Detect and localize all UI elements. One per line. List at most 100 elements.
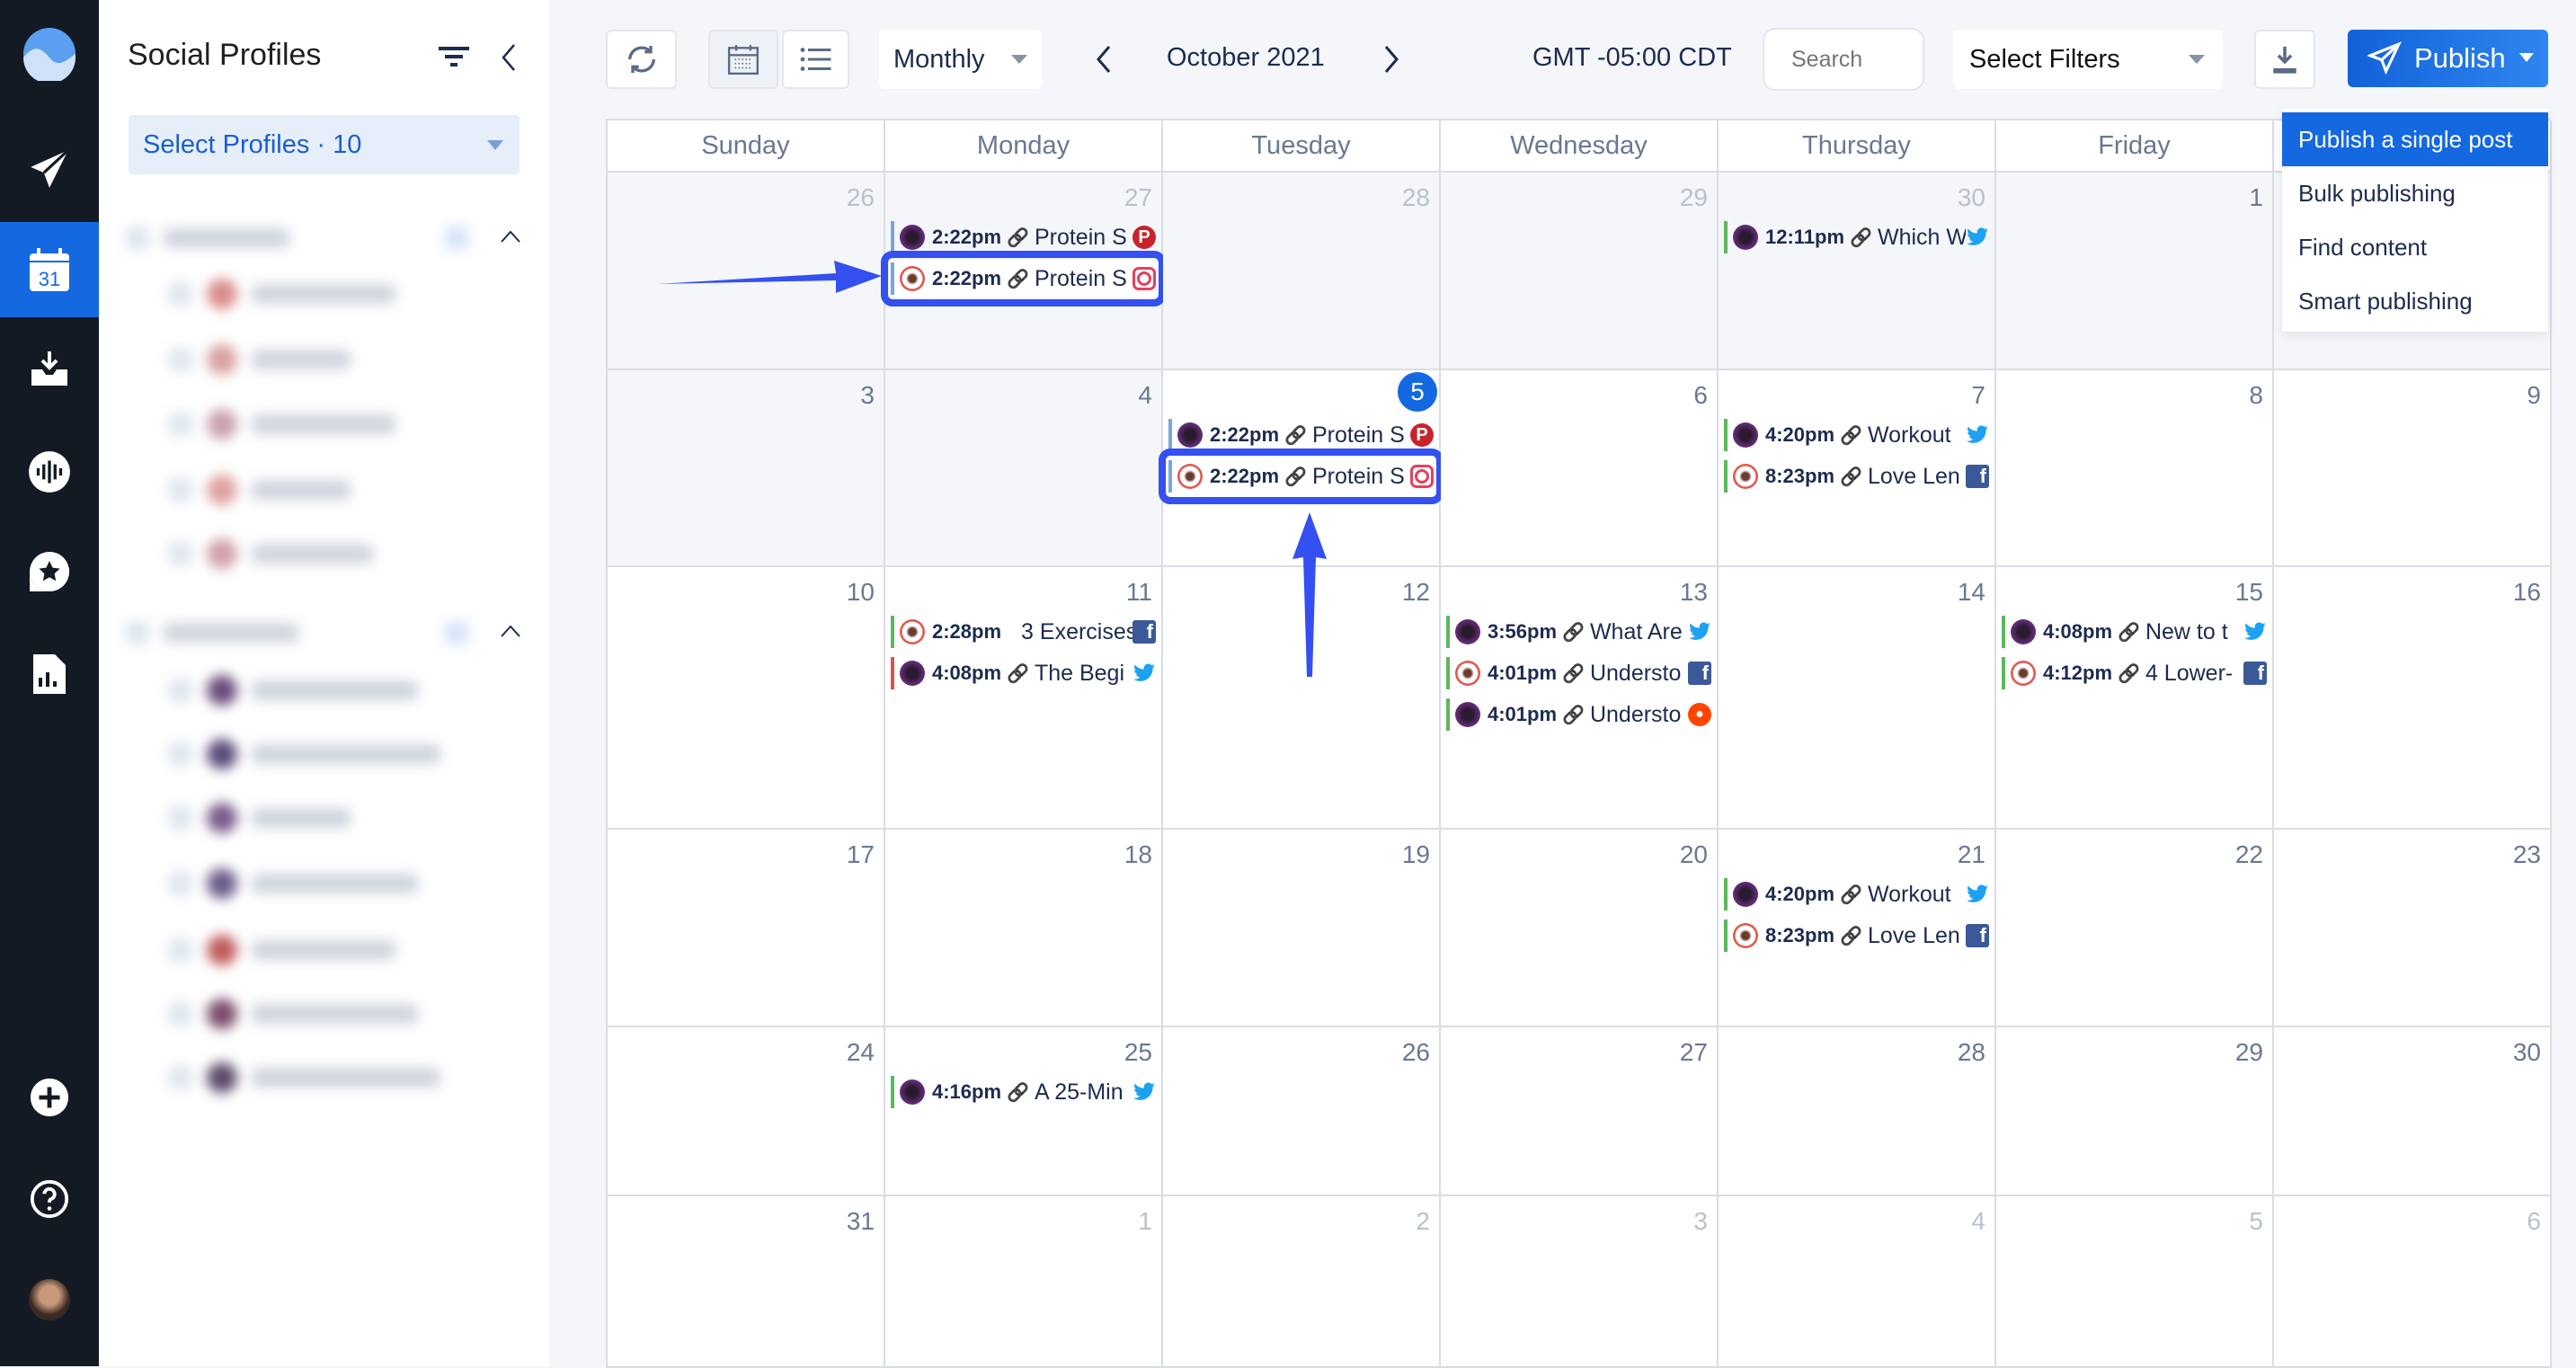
next-month-button[interactable] [1382, 45, 1400, 74]
publish-menu-item[interactable]: Smart publishing [2298, 287, 2473, 315]
nav-reports[interactable] [0, 626, 99, 722]
calendar-day-cell[interactable]: 5 2:22pm 🔗 Protein S P 2:22pm 🔗 Protein S [1159, 370, 1443, 567]
scheduled-post[interactable]: 12:11pm 🔗 Which W [1724, 219, 1989, 255]
nav-publish[interactable] [0, 121, 99, 217]
scheduled-post[interactable]: 4:08pm 🔗 The Begi [891, 655, 1156, 691]
profile-list-item[interactable] [169, 803, 351, 833]
nav-listening[interactable] [0, 424, 99, 520]
profile-list-item[interactable] [169, 475, 351, 505]
calendar-day-cell[interactable]: 31 [608, 1196, 885, 1368]
publish-button[interactable]: Publish [2348, 30, 2548, 87]
scheduled-post[interactable]: 4:12pm 🔗 4 Lower-f [2002, 655, 2267, 691]
calendar-day-cell[interactable]: 6 [2274, 1196, 2552, 1368]
calendar-day-cell[interactable]: 11 2:28pm 3 Exercises f 4:08pm 🔗 The Begi [885, 567, 1163, 830]
calendar-day-cell[interactable]: 18 [885, 830, 1163, 1027]
nav-reviews[interactable] [0, 524, 99, 619]
profile-group-header[interactable] [126, 227, 289, 250]
nav-add[interactable] [0, 1050, 99, 1145]
scheduled-post[interactable]: 4:16pm 🔗 A 25-Min [891, 1074, 1156, 1110]
scheduled-post[interactable]: 4:01pm 🔗 Understo ● [1446, 697, 1711, 733]
calendar-day-cell[interactable]: 12 [1163, 567, 1441, 830]
calendar-day-cell[interactable]: 26 [1163, 1027, 1441, 1196]
chevron-left-icon[interactable] [500, 43, 518, 72]
chevron-up-icon[interactable] [500, 229, 521, 248]
calendar-day-cell[interactable]: 8 [1996, 370, 2274, 567]
scheduled-post[interactable]: 2:28pm 3 Exercises f [891, 614, 1156, 650]
calendar-day-cell[interactable]: 4 [885, 370, 1163, 567]
scheduled-post[interactable]: 4:01pm 🔗 Understo f [1446, 655, 1711, 691]
calendar-day-cell[interactable]: 5 [1996, 1196, 2274, 1368]
calendar-day-cell[interactable]: 29 [1996, 1027, 2274, 1196]
calendar-day-cell[interactable]: 23 [2274, 830, 2552, 1027]
nav-logo[interactable] [0, 6, 99, 102]
profile-list-item[interactable] [169, 409, 395, 440]
scheduled-post[interactable]: 4:20pm 🔗 Workout [1724, 417, 1989, 453]
profile-list-item[interactable] [169, 538, 373, 569]
prev-month-button[interactable] [1095, 45, 1113, 74]
profile-list-item[interactable] [169, 868, 418, 899]
profile-list-item[interactable] [169, 1062, 440, 1093]
view-mode-dropdown[interactable]: Monthly [879, 30, 1042, 89]
scheduled-post[interactable]: 8:23pm 🔗 Love Len f [1724, 458, 1989, 494]
calendar-day-cell[interactable]: 26 [608, 173, 885, 370]
publish-menu-item[interactable]: Publish a single post [2282, 112, 2548, 166]
calendar-day-cell[interactable]: 4 [1719, 1196, 1996, 1368]
calendar-day-cell[interactable]: 14 [1719, 567, 1996, 830]
calendar-day-cell[interactable]: 10 [608, 567, 885, 830]
calendar-day-cell[interactable]: 9 [2274, 370, 2552, 567]
calendar-day-cell[interactable]: 28 [1719, 1027, 1996, 1196]
list-view-button[interactable] [782, 30, 849, 89]
search-input[interactable] [1763, 28, 1924, 91]
calendar-day-cell[interactable]: 21 4:20pm 🔗 Workout 8:23pm 🔗 Love Len f [1719, 830, 1996, 1027]
profile-list-item[interactable] [169, 675, 418, 706]
publish-menu-item[interactable]: Bulk publishing [2298, 179, 2456, 207]
calendar-day-cell[interactable]: 20 [1441, 830, 1719, 1027]
calendar-day-cell[interactable]: 7 4:20pm 🔗 Workout 8:23pm 🔗 Love Len f [1719, 370, 1996, 567]
calendar-day-cell[interactable]: 30 12:11pm 🔗 Which W [1719, 173, 1996, 370]
chevron-up-icon[interactable] [500, 624, 521, 643]
calendar-day-cell[interactable]: 1 [885, 1196, 1163, 1368]
calendar-day-cell[interactable]: 3 [1441, 1196, 1719, 1368]
calendar-day-cell[interactable]: 29 [1441, 173, 1719, 370]
calendar-day-cell[interactable]: 17 [608, 830, 885, 1027]
calendar-day-cell[interactable]: 6 [1441, 370, 1719, 567]
scheduled-post[interactable]: 4:08pm 🔗 New to t [2002, 614, 2267, 650]
calendar-day-cell[interactable]: 13 3:56pm 🔗 What Are 4:01pm 🔗 Understo f 4:01pm 🔗… [1441, 567, 1719, 830]
select-profiles-dropdown[interactable]: Select Profiles · 10 [129, 115, 520, 174]
nav-profile[interactable] [0, 1252, 99, 1347]
calendar-day-cell[interactable]: 28 [1163, 173, 1441, 370]
calendar-day-cell[interactable]: 30 [2274, 1027, 2552, 1196]
calendar-day-cell[interactable]: 22 [1996, 830, 2274, 1027]
calendar-day-cell[interactable]: 27 [1441, 1027, 1719, 1196]
scheduled-post[interactable]: 4:20pm 🔗 Workout [1724, 876, 1989, 912]
profile-list-item[interactable] [169, 935, 395, 965]
profile-list-item[interactable] [169, 279, 395, 309]
publish-menu-item[interactable]: Find content [2298, 233, 2428, 261]
filter-icon[interactable] [439, 45, 469, 68]
refresh-button[interactable] [606, 30, 677, 89]
calendar-day-cell[interactable]: 2 [1163, 1196, 1441, 1368]
profile-list-item[interactable] [169, 344, 351, 375]
calendar-day-cell[interactable]: 3 [608, 370, 885, 567]
calendar-day-cell[interactable]: 16 [2274, 567, 2552, 830]
profile-list-item[interactable] [169, 739, 440, 769]
calendar-day-cell[interactable]: 24 [608, 1027, 885, 1196]
calendar-day-cell[interactable]: 25 4:16pm 🔗 A 25-Min [885, 1027, 1163, 1196]
calendar-view-button[interactable] [708, 30, 778, 89]
calendar-day-cell[interactable]: 19 [1163, 830, 1441, 1027]
calendar-day-cell[interactable]: 1 [1996, 173, 2274, 370]
scheduled-post[interactable]: 2:22pm 🔗 Protein S [1159, 449, 1443, 504]
scheduled-post[interactable]: 3:56pm 🔗 What Are [1446, 614, 1711, 650]
profile-list-item[interactable] [169, 999, 418, 1029]
download-button[interactable] [2254, 30, 2315, 89]
calendar-day-cell[interactable]: 15 4:08pm 🔗 New to t 4:12pm 🔗 4 Lower-f [1996, 567, 2274, 830]
nav-inbox[interactable] [0, 322, 99, 417]
scheduled-post[interactable]: 2:22pm 🔗 Protein S [881, 251, 1166, 306]
scheduled-post[interactable]: 8:23pm 🔗 Love Len f [1724, 918, 1989, 954]
profile-group-header[interactable] [126, 621, 298, 644]
nav-help[interactable] [0, 1151, 99, 1247]
calendar-day-cell[interactable]: 27 2:22pm 🔗 Protein S P 2:22pm 🔗 Protein S [881, 173, 1166, 370]
nav-calendar[interactable]: 31 [0, 222, 99, 317]
